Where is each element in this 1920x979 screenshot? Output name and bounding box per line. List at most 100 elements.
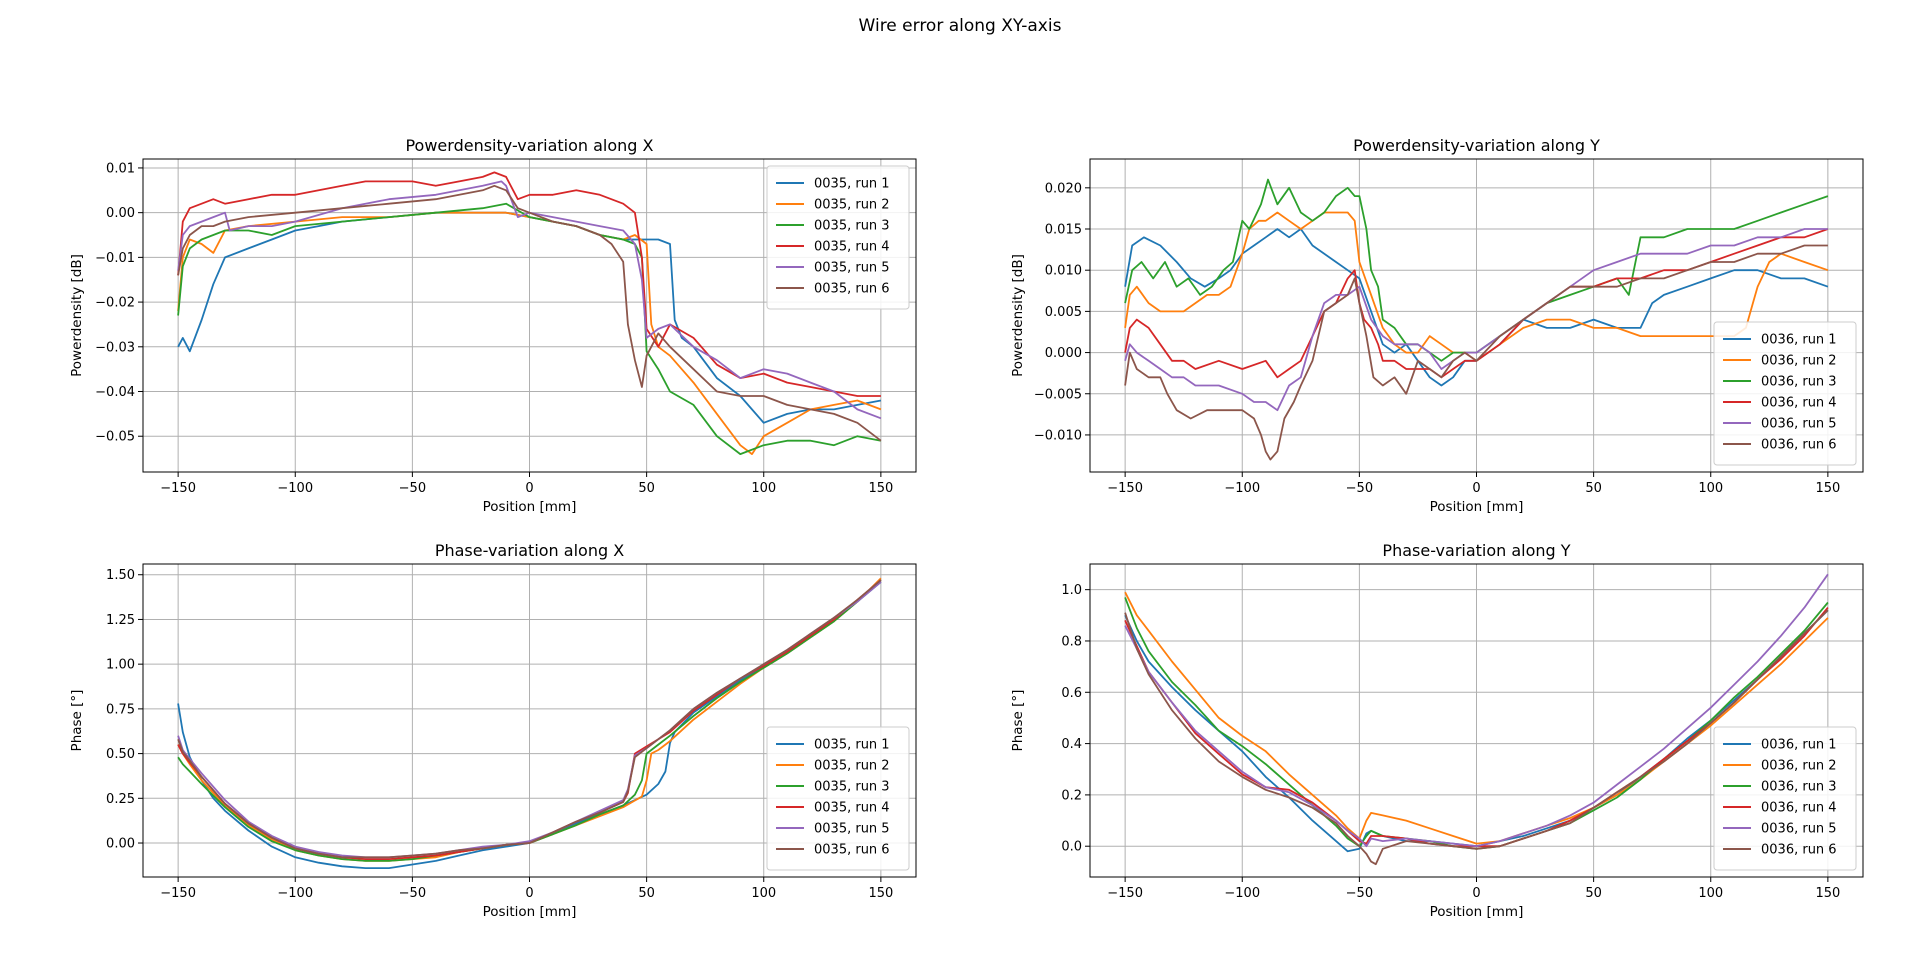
legend-label: 0036, run 6	[1761, 843, 1837, 858]
legend-box	[766, 726, 910, 871]
subplot-title: Phase-variation along X	[435, 541, 624, 560]
legend-label: 0035, run 3	[814, 780, 890, 795]
x-axis-label: Position [mm]	[1430, 904, 1524, 920]
y-tick-label: 0.00	[106, 837, 135, 852]
legend-box	[1713, 726, 1857, 871]
x-tick-label: 150	[868, 886, 893, 901]
legend-label: 0035, run 5	[814, 261, 890, 276]
legend: 0036, run 1 0036, run 2 0036, run 3 0036, r…	[1713, 726, 1857, 871]
y-tick-label: 0.005	[1045, 305, 1082, 320]
y-tick-label: −0.05	[95, 430, 135, 445]
x-tick-label: −50	[399, 481, 426, 496]
y-tick-label: 0.50	[106, 747, 135, 762]
figure-title: Wire error along XY-axis	[858, 16, 1062, 36]
y-tick-label: 1.0	[1061, 583, 1082, 598]
x-tick-label: 0	[1472, 886, 1480, 901]
subplot-4: −150 −100 −50 0 50 100 150 1.0 0.8 0.6 0.4 0.2 0.0 Ph…	[1010, 541, 1864, 920]
series-line-5	[177, 180, 882, 420]
legend: 0036, run 1 0036, run 2 0036, run 3 0036, r…	[1713, 321, 1857, 466]
y-tick-label: −0.04	[95, 385, 135, 400]
legend-label: 0035, run 3	[814, 219, 890, 234]
legend-label: 0036, run 3	[1761, 375, 1837, 390]
legend: 0035, run 1 0035, run 2 0035, run 3 0035, r…	[766, 165, 910, 310]
y-tick-label: 1.50	[106, 568, 135, 583]
series-line-4	[1124, 228, 1829, 379]
series-line-5	[1124, 573, 1829, 848]
y-tick-label: 0.75	[106, 702, 135, 717]
x-tick-label: 50	[1585, 886, 1602, 901]
x-tick-label: −150	[1107, 886, 1143, 901]
legend-label: 0035, run 1	[814, 177, 890, 192]
x-axis-label: Position [mm]	[483, 499, 577, 515]
y-tick-label: 0.8	[1061, 634, 1082, 649]
x-tick-label: 0	[1472, 481, 1480, 496]
y-tick-label: 1.00	[106, 658, 135, 673]
y-tick-label: 0.2	[1061, 788, 1082, 803]
series-line-6	[177, 184, 882, 442]
legend-box	[766, 165, 910, 310]
legend-label: 0036, run 2	[1761, 354, 1837, 369]
x-tick-label: −50	[1346, 886, 1373, 901]
legend-label: 0036, run 4	[1761, 396, 1837, 411]
x-axis-label: Position [mm]	[1430, 499, 1524, 515]
y-axis-label: Phase [°]	[69, 690, 85, 752]
x-tick-label: 150	[1815, 481, 1840, 496]
x-tick-label: −100	[277, 886, 313, 901]
y-tick-label: 0.00	[106, 206, 135, 221]
y-tick-label: 1.25	[106, 613, 135, 628]
subplot-title: Powerdensity-variation along X	[405, 136, 653, 155]
y-tick-label: 0.015	[1045, 223, 1082, 238]
series-line-6	[1124, 244, 1828, 461]
series-line-6	[177, 579, 882, 859]
legend-label: 0036, run 5	[1761, 417, 1837, 432]
x-tick-label: −50	[399, 886, 426, 901]
series-line-2	[1124, 211, 1829, 362]
legend-label: 0036, run 1	[1761, 333, 1837, 348]
x-tick-label: 100	[1698, 886, 1723, 901]
y-tick-label: −0.01	[95, 251, 135, 266]
x-tick-label: −150	[160, 886, 196, 901]
x-tick-label: 150	[868, 481, 893, 496]
x-tick-label: 0	[525, 481, 533, 496]
x-tick-label: 0	[525, 886, 533, 901]
y-tick-label: 0.01	[106, 161, 135, 176]
legend-label: 0035, run 6	[814, 282, 890, 297]
y-tick-label: −0.005	[1034, 387, 1082, 402]
series-line-3	[1124, 178, 1829, 362]
subplot-title: Powerdensity-variation along Y	[1353, 136, 1600, 155]
legend-label: 0036, run 3	[1761, 780, 1837, 795]
series-line-5	[1124, 228, 1828, 412]
x-tick-label: 100	[751, 886, 776, 901]
y-tick-label: −0.010	[1034, 428, 1082, 443]
x-axis-label: Position [mm]	[483, 904, 577, 920]
legend-label: 0035, run 6	[814, 843, 890, 858]
series-line-4	[177, 171, 881, 397]
series-line-6	[1124, 609, 1829, 866]
x-tick-label: 100	[1698, 481, 1723, 496]
x-tick-label: 50	[638, 481, 655, 496]
x-tick-label: −100	[1224, 481, 1260, 496]
legend-label: 0035, run 4	[814, 240, 890, 255]
legend-label: 0035, run 2	[814, 759, 890, 774]
y-tick-label: 0.000	[1045, 346, 1082, 361]
legend-label: 0036, run 2	[1761, 759, 1837, 774]
legend-label: 0036, run 4	[1761, 801, 1837, 816]
legend-label: 0035, run 1	[814, 738, 890, 753]
y-tick-label: −0.02	[95, 296, 135, 311]
legend-label: 0035, run 4	[814, 801, 890, 816]
legend: 0035, run 1 0035, run 2 0035, run 3 0035, r…	[766, 726, 910, 871]
x-tick-label: −100	[277, 481, 313, 496]
x-tick-label: −100	[1224, 886, 1260, 901]
x-tick-label: −50	[1346, 481, 1373, 496]
y-tick-label: 0.020	[1045, 181, 1082, 196]
y-axis-label: Phase [°]	[1010, 690, 1026, 752]
legend-label: 0036, run 5	[1761, 822, 1837, 837]
legend-box	[1713, 321, 1857, 466]
subplot-2: −150 −100 −50 0 50 100 150 0.020 0.015 0.010 0.005…	[1010, 136, 1864, 515]
x-tick-label: 50	[638, 886, 655, 901]
x-tick-label: 150	[1815, 886, 1840, 901]
y-tick-label: −0.03	[95, 340, 135, 355]
subplot-title: Phase-variation along Y	[1382, 541, 1570, 560]
